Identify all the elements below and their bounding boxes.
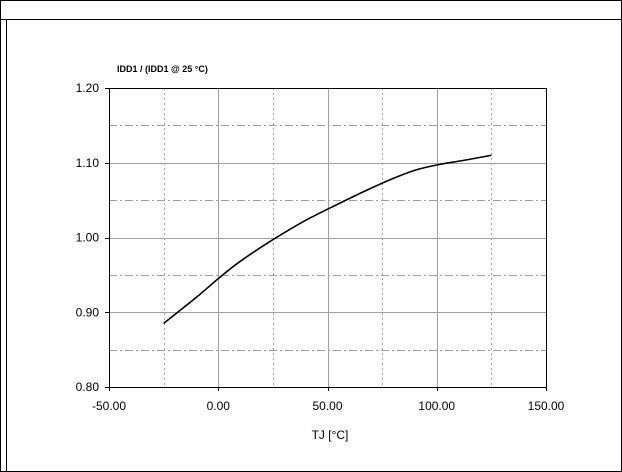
y-tick-label: 0.90 — [76, 305, 100, 319]
x-tick-label: 150.00 — [528, 399, 565, 413]
x-tick-labels: -50.00 0.00 50.00 100.00 150.00 — [92, 399, 565, 413]
y-axis-title: IDD1 / (IDD1 @ 25 °C) — [117, 64, 208, 74]
x-tick-label: 0.00 — [207, 399, 231, 413]
y-tick-labels: 0.80 0.90 1.00 1.10 1.20 — [76, 81, 100, 394]
series-line-0 — [163, 154, 492, 325]
x-tick-label: -50.00 — [92, 399, 126, 413]
y-tick-label: 1.10 — [76, 156, 100, 170]
x-tick-label: 50.00 — [312, 399, 342, 413]
y-tick-label: 1.20 — [76, 81, 100, 95]
x-axis-title: TJ [°C] — [312, 428, 349, 442]
tick-marks — [105, 88, 547, 391]
x-tick-label: 100.00 — [418, 399, 455, 413]
grid-lines — [109, 88, 546, 387]
y-tick-label: 0.80 — [76, 380, 100, 394]
y-tick-label: 1.00 — [76, 231, 100, 245]
data-series — [163, 154, 492, 325]
